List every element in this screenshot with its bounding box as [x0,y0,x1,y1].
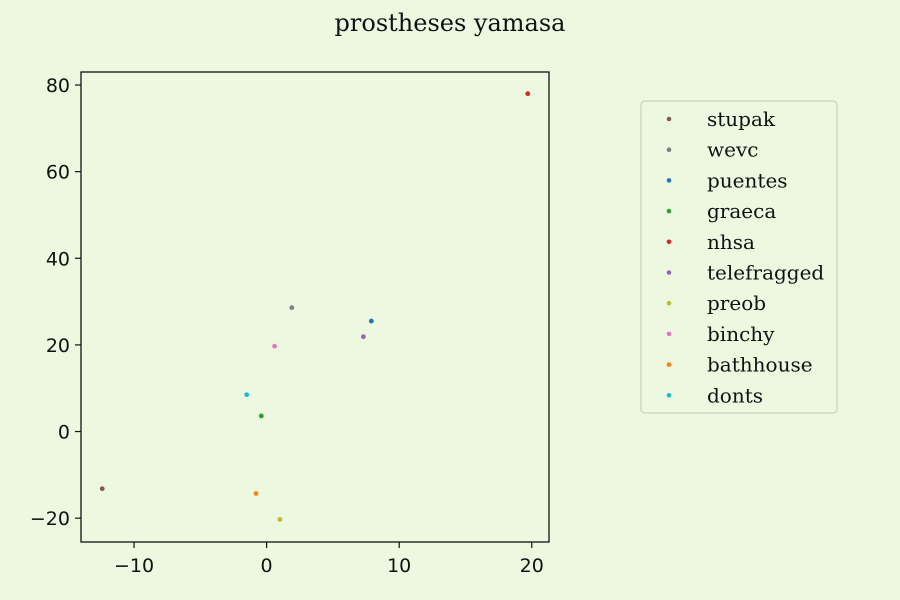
plot-area: −10 0 10 20 −20 0 20 40 60 80 [30,71,550,577]
legend-marker-puentes [666,178,672,183]
data-point-preob [277,517,283,522]
legend-marker-bathhouse [666,362,672,367]
data-point-stupak [99,486,105,492]
legend-label-binchy: binchy [707,322,775,346]
legend-marker-telefragged [666,270,672,275]
plot-frame [80,71,550,543]
legend-marker-binchy [666,331,672,337]
x-tick-label: −10 [114,555,154,577]
legend: stupak wevc puentes graeca nhsa telefragged pr… [640,100,838,414]
legend-label-puentes: puentes [707,168,788,192]
legend-marker-graeca [666,208,672,214]
data-point-telefragged [360,334,366,340]
x-tick-label: 20 [520,555,544,577]
legend-label-stupak: stupak [707,107,776,131]
legend-label-nhsa: nhsa [707,230,755,254]
legend-label-preob: preob [707,291,766,315]
legend-marker-nhsa [666,239,672,245]
legend-marker-stupak [666,116,672,122]
data-point-puentes [368,318,374,324]
data-point-graeca [258,413,264,419]
data-point-binchy [272,343,277,349]
data-point-donts [244,392,250,398]
legend-label-donts: donts [707,383,763,407]
chart-title: prostheses yamasa [335,9,566,37]
legend-frame [640,100,838,414]
y-tick-label: 80 [46,75,70,97]
legend-label-graeca: graeca [707,199,776,223]
legend-label-wevc: wevc [707,138,758,162]
y-tick-label: 60 [46,162,70,184]
legend-marker-preob [666,300,672,306]
data-point-wevc [289,305,295,311]
legend-label-bathhouse: bathhouse [707,353,813,377]
y-tick-label: 40 [46,248,70,270]
legend-marker-wevc [666,147,672,152]
legend-label-telefragged: telefragged [707,261,824,285]
y-tick-label: 20 [46,335,70,357]
y-tick-label: 0 [58,422,70,444]
y-tick-label: −20 [30,508,70,530]
x-tick-label: 10 [387,555,411,577]
data-point-nhsa [525,91,531,97]
data-point-bathhouse [253,491,259,496]
x-tick-label: 0 [261,555,273,577]
legend-marker-donts [666,393,672,398]
